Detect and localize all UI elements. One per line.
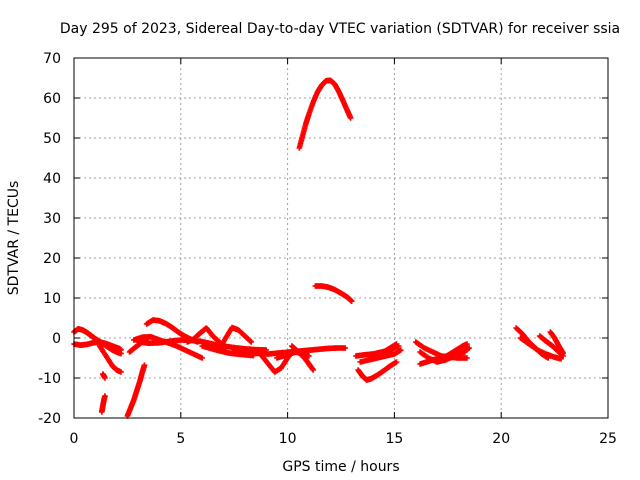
series-arc-5 [100, 371, 108, 381]
series-arc-19 [312, 283, 355, 304]
data-point [248, 339, 255, 345]
x-tick-label: 10 [279, 431, 297, 447]
data-point [464, 341, 470, 347]
series-arc-20 [355, 359, 400, 383]
x-tick-label: 5 [176, 431, 185, 447]
data-point [393, 341, 400, 347]
series-arc-23 [380, 341, 400, 355]
x-axis-label: GPS time / hours [282, 459, 399, 475]
x-tick-label: 20 [492, 431, 510, 447]
data-point [560, 350, 566, 356]
data-points [71, 77, 566, 419]
series-arc-18 [296, 77, 354, 151]
series-arc-4 [98, 393, 108, 415]
y-tick-label: 20 [43, 251, 61, 267]
series-arc-3 [96, 343, 124, 375]
data-point [348, 298, 355, 304]
data-point [199, 355, 205, 361]
y-tick-label: 40 [43, 171, 61, 187]
grid-lines [74, 58, 608, 418]
data-point [118, 347, 124, 353]
x-tick-label: 0 [70, 431, 79, 447]
y-tick-label: -10 [38, 371, 61, 387]
y-tick-label: 60 [43, 91, 61, 107]
data-point [347, 115, 354, 121]
data-point [102, 375, 108, 381]
data-point [118, 369, 124, 375]
y-tick-label: 30 [43, 211, 61, 227]
series-arc-6 [124, 362, 148, 419]
data-point [306, 353, 312, 359]
plot-frame [73, 57, 609, 419]
y-tick-label: 0 [52, 331, 61, 347]
data-point [342, 345, 349, 351]
y-tick-label: 50 [43, 131, 61, 147]
data-point [310, 367, 317, 373]
y-tick-label: 70 [43, 51, 61, 67]
series-arc-29 [517, 335, 564, 362]
series-arc-17 [289, 343, 317, 373]
y-axis-label: SDTVAR / TECUs [6, 181, 22, 296]
data-point [464, 355, 470, 361]
x-tick-label: 25 [599, 431, 617, 447]
chart-title: Day 295 of 2023, Sidereal Day-to-day VTE… [60, 21, 620, 37]
y-tick-label: -20 [38, 411, 61, 427]
series-arc-27 [434, 341, 470, 365]
series-arc-31 [547, 329, 566, 356]
data-point [393, 359, 400, 365]
data-point [141, 362, 148, 368]
series-arc-13 [216, 324, 255, 353]
data-point [462, 349, 468, 355]
series-arc-22 [357, 347, 404, 365]
axis-ticks: 0 5 10 15 20 25 -20 -10 0 10 20 30 40 50 60 70 [38, 51, 617, 447]
x-tick-label: 15 [385, 431, 403, 447]
data-point [466, 345, 472, 351]
y-tick-label: 10 [43, 291, 61, 307]
data-point [102, 393, 108, 399]
data-point [398, 347, 404, 353]
